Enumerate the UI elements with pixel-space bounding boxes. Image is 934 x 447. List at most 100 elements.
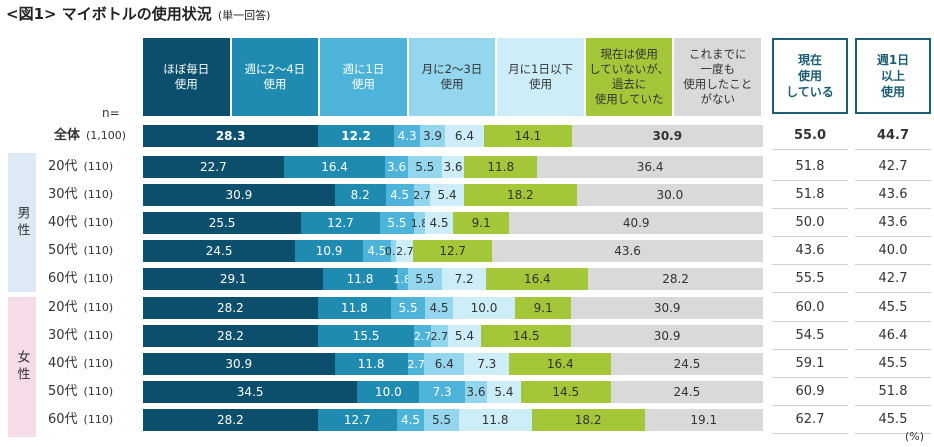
bar-value-label: 11.8 bbox=[357, 357, 385, 371]
bar-segment: 36.4 bbox=[537, 156, 763, 178]
bar-value-label: 12.7 bbox=[343, 413, 371, 427]
bar-segment: 4.5 bbox=[425, 212, 453, 234]
summary-value: 45.5 bbox=[878, 300, 908, 315]
row-label: 40代 (110) bbox=[48, 352, 113, 376]
bar-segment: 16.4 bbox=[283, 156, 386, 178]
bar-value-label: 5.5 bbox=[431, 413, 452, 427]
bar-value-label: 24.5 bbox=[673, 357, 701, 371]
bar-segment: 15.5 bbox=[318, 325, 415, 347]
bar-value-label: 36.4 bbox=[636, 160, 664, 174]
row-n: (1,100) bbox=[86, 129, 127, 142]
summary-value: 43.6 bbox=[878, 187, 908, 202]
bar-value-label: 18.2 bbox=[506, 188, 534, 202]
row-label-text: 50代 bbox=[48, 384, 78, 399]
bar-segment: 2.7 bbox=[413, 184, 431, 206]
bar-segment: 5.4 bbox=[487, 381, 521, 403]
bar-segment: 4.3 bbox=[393, 125, 421, 147]
summary-value: 40.0 bbox=[878, 243, 908, 258]
bar-segment: 4.5 bbox=[362, 240, 391, 262]
bar-segment: 43.6 bbox=[492, 240, 763, 262]
bar-value-label: 18.2 bbox=[574, 413, 602, 427]
bar-segment: 5.4 bbox=[447, 325, 482, 347]
bar-value-label: 40.9 bbox=[622, 216, 650, 230]
summary-value: 43.6 bbox=[878, 215, 908, 230]
bar-segment: 11.8 bbox=[323, 268, 397, 290]
summary-divider bbox=[772, 433, 848, 434]
bar-segment: 2.7 bbox=[407, 353, 425, 375]
bar-value-label: 9.1 bbox=[471, 216, 491, 230]
row-label: 30代 (110) bbox=[48, 183, 113, 207]
bar-value-label: 10.9 bbox=[315, 244, 343, 258]
bar-value-label: 30.9 bbox=[653, 329, 681, 343]
bar-segment: 14.5 bbox=[520, 381, 611, 403]
bar-segment: 12.7 bbox=[413, 240, 493, 262]
summary-divider bbox=[855, 149, 931, 150]
summary-value: 62.7 bbox=[795, 412, 825, 427]
summary-value: 51.8 bbox=[795, 187, 825, 202]
summary-divider bbox=[772, 208, 848, 209]
bar-segment: 11.8 bbox=[458, 409, 532, 431]
bar-value-label: 24.5 bbox=[205, 244, 233, 258]
bar-segment: 8.2 bbox=[334, 184, 386, 206]
bar-value-label: 12.7 bbox=[439, 244, 467, 258]
row-n: (110) bbox=[83, 329, 114, 342]
row-n: (110) bbox=[83, 357, 114, 370]
row-label: 20代 (110) bbox=[48, 155, 113, 179]
summary-divider bbox=[855, 292, 931, 293]
row-label: 30代 (110) bbox=[48, 324, 113, 348]
bar-segment: 10.0 bbox=[453, 297, 515, 319]
bar-segment: 28.2 bbox=[143, 325, 318, 347]
summary-divider bbox=[855, 433, 931, 434]
bar-value-label: 2.7 bbox=[413, 329, 432, 343]
bar-value-label: 5.5 bbox=[415, 272, 435, 286]
legend-header-3: 週に1日 使用 bbox=[320, 38, 407, 116]
summary-value: 45.5 bbox=[878, 356, 908, 371]
bar-segment: 12.7 bbox=[301, 212, 380, 234]
row-label-text: 30代 bbox=[48, 187, 78, 202]
bar-segment: 3.9 bbox=[420, 125, 445, 147]
bar-segment: 7.3 bbox=[419, 381, 465, 403]
summary-value: 51.8 bbox=[795, 159, 825, 174]
row-label-text: 40代 bbox=[48, 215, 78, 230]
title-note: (単一回答) bbox=[217, 9, 271, 22]
bar-value-label: 5.4 bbox=[454, 329, 475, 343]
bar-segment: 6.4 bbox=[444, 125, 485, 147]
bar-segment: 3.6 bbox=[441, 156, 465, 178]
row-label-text: 50代 bbox=[48, 243, 78, 258]
summary-value: 43.6 bbox=[795, 243, 825, 258]
bar-value-label: 2.7 bbox=[407, 357, 425, 371]
gender-label-female: 女性 bbox=[8, 297, 36, 437]
bar-segment: 34.5 bbox=[143, 381, 358, 403]
bar-segment: 30.0 bbox=[576, 184, 763, 206]
summary-divider bbox=[772, 321, 848, 322]
row-n: (110) bbox=[83, 244, 114, 257]
summary-divider bbox=[772, 377, 848, 378]
summary-value: 60.9 bbox=[795, 384, 825, 399]
bar-value-label: 5.4 bbox=[437, 188, 457, 202]
bar-segment: 22.7 bbox=[143, 156, 284, 178]
row-n: (110) bbox=[83, 413, 114, 426]
row-label: 20代 (110) bbox=[48, 296, 113, 320]
bar-segment: 18.2 bbox=[531, 409, 645, 431]
bar-value-label: 28.2 bbox=[217, 329, 244, 343]
summary-value: 50.0 bbox=[795, 215, 825, 230]
bar-value-label: 25.5 bbox=[208, 216, 236, 230]
bar-value-label: 16.4 bbox=[321, 160, 348, 174]
row-label: 40代 (110) bbox=[48, 211, 113, 235]
bar-value-label: 6.4 bbox=[434, 357, 454, 371]
row-label-text: 30代 bbox=[48, 328, 78, 343]
bar-value-label: 5.4 bbox=[494, 385, 514, 399]
bar-value-label: 30.9 bbox=[652, 129, 683, 143]
bar-value-label: 2.7 bbox=[396, 244, 414, 258]
bar-segment: 30.9 bbox=[143, 184, 335, 206]
bar-value-label: 16.4 bbox=[523, 272, 551, 286]
bar-value-label: 15.5 bbox=[352, 329, 380, 343]
row-label-text: 60代 bbox=[48, 271, 78, 286]
bar-segment: 5.4 bbox=[430, 184, 464, 206]
bar-value-label: 28.2 bbox=[217, 413, 244, 427]
bar-segment: 30.9 bbox=[571, 125, 763, 147]
bar-segment: 9.1 bbox=[453, 212, 510, 234]
summary-divider bbox=[772, 149, 848, 150]
bar-value-label: 3.9 bbox=[422, 129, 443, 143]
summary-header-2: 週1日 以上 使用 bbox=[855, 38, 931, 114]
